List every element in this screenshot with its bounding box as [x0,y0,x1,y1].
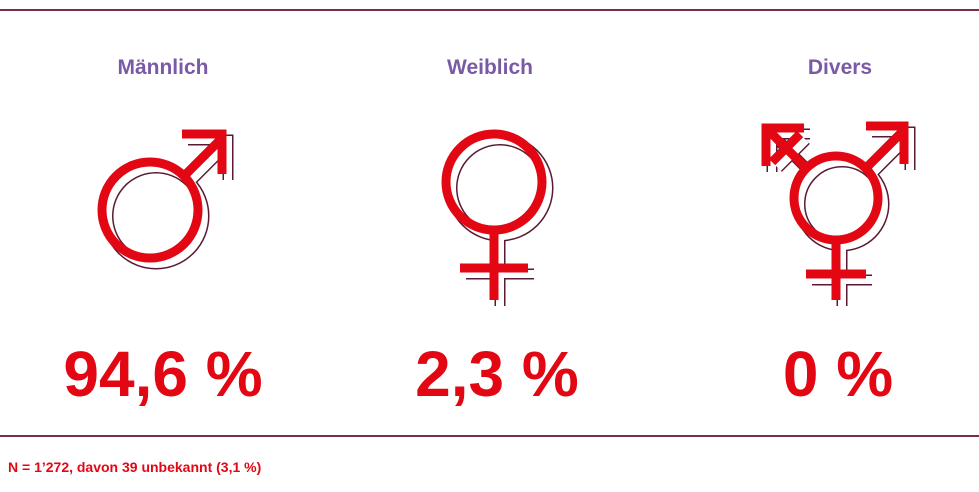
label: Weiblich [447,56,533,79]
percentage: 94,6 % [63,338,262,410]
divers-symbol [766,126,910,306]
percentage: 0 % [783,338,893,410]
percentage: 2,3 % [415,338,579,410]
label: Divers [808,56,872,79]
footnote: N = 1’272, davon 39 unbekannt (3,1 %) [8,459,261,475]
label: Männlich [117,56,208,79]
female-symbol [446,134,548,306]
male-symbol [102,134,228,264]
